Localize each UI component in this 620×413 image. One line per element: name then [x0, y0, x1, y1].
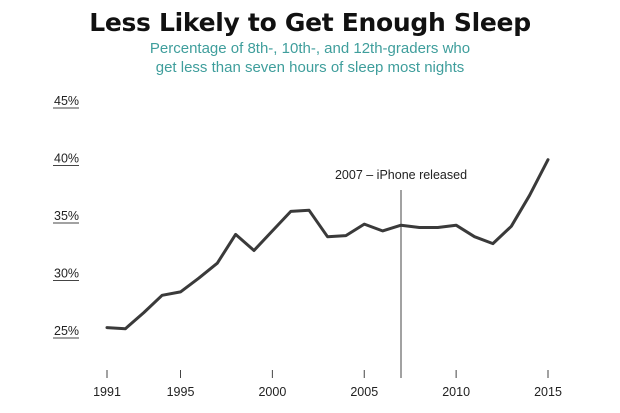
x-tick-label: 2015 [534, 385, 562, 399]
x-tick-label: 2000 [258, 385, 286, 399]
y-tick-label: 35% [54, 209, 79, 223]
x-tick-label: 1995 [167, 385, 195, 399]
y-tick-label: 25% [54, 324, 79, 338]
series-layer [105, 158, 550, 331]
annotation-label: 2007 – iPhone released [335, 168, 467, 182]
chart-subtitle-line-2: get less than seven hours of sleep most … [155, 59, 465, 76]
y-axis: 25% 30% 35% 40% 45% [53, 94, 79, 339]
y-tick-label: 30% [54, 267, 79, 281]
chart-title: Less Likely to Get Enough Sleep [89, 8, 531, 37]
x-axis: 1991 1995 2000 2005 2010 2015 [93, 370, 562, 399]
chart-subtitle-line-1: Percentage of 8th-, 10th-, and 12th-grad… [149, 40, 471, 57]
x-tick-label: 2010 [442, 385, 470, 399]
x-tick-label: 2005 [350, 385, 378, 399]
x-tick-label: 1991 [93, 385, 121, 399]
annotations: 2007 – iPhone released [335, 168, 467, 378]
series-line [105, 158, 550, 331]
y-tick-label: 45% [54, 94, 79, 108]
y-tick-label: 40% [54, 152, 79, 166]
